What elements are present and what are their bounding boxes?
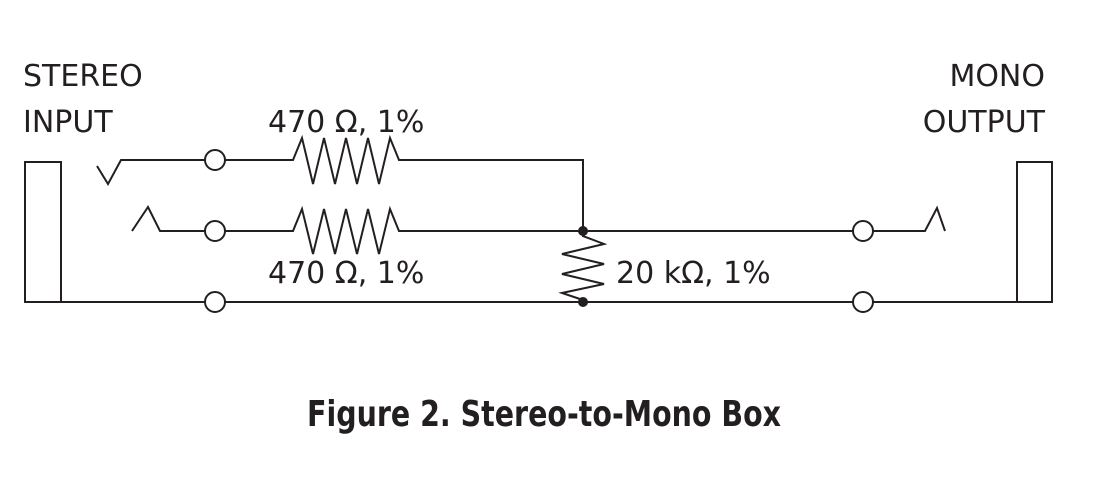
output-tip-terminal <box>852 220 874 242</box>
tip-branch-wire <box>225 134 584 231</box>
output-sleeve-terminal <box>852 291 874 313</box>
ring-branch-wire <box>225 205 853 255</box>
junction-node-bottom <box>578 297 588 307</box>
stereo-ring-contact <box>131 205 205 232</box>
tip-resistor-label: 470 Ω, 1% <box>268 105 424 140</box>
input-sleeve-terminal <box>204 291 226 313</box>
mono-output-label-line2: OUTPUT <box>923 105 1046 140</box>
input-tip-terminal <box>204 149 226 171</box>
stereo-input-label-line2: INPUT <box>23 105 113 140</box>
mono-output-jack-body <box>1016 161 1053 303</box>
stereo-input-label-line1: STEREO <box>23 59 143 94</box>
mono-output-label-line1: MONO <box>949 59 1045 94</box>
stereo-input-jack-body <box>24 161 62 303</box>
figure-caption: Figure 2. Stereo-to-Mono Box <box>307 394 781 435</box>
ring-resistor-label: 470 Ω, 1% <box>268 256 424 291</box>
input-ring-terminal <box>204 220 226 242</box>
load-resistor-label: 20 kΩ, 1% <box>616 256 771 291</box>
junction-node-top <box>578 226 588 236</box>
load-resistor <box>558 231 608 302</box>
stereo-tip-contact <box>96 159 205 187</box>
mono-tip-contact <box>873 205 946 232</box>
